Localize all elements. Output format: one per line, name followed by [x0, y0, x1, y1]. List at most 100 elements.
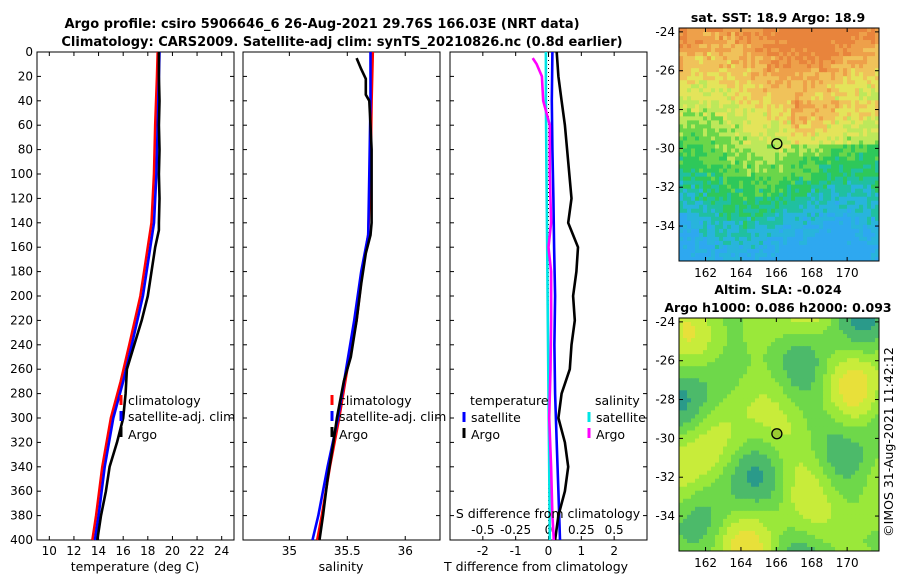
map-cell [811, 48, 815, 52]
map-cell [799, 382, 803, 386]
map-cell [711, 205, 715, 209]
map-cell [811, 342, 815, 346]
map-cell [843, 237, 847, 241]
map-cell [799, 108, 803, 112]
map-cell [831, 435, 835, 439]
map-cell [687, 181, 691, 185]
map-cell [851, 350, 855, 354]
map-cell [835, 181, 839, 185]
map-cell [739, 60, 743, 64]
map-cell [707, 241, 711, 245]
map-cell [871, 189, 875, 193]
map-cell [859, 157, 863, 161]
map-cell [811, 76, 815, 80]
map-cell [815, 76, 819, 80]
map-cell [819, 201, 823, 205]
map-cell [799, 346, 803, 350]
map-cell [743, 439, 747, 443]
map-cell [779, 414, 783, 418]
map-cell [803, 382, 807, 386]
map-cell [783, 443, 787, 447]
map-cell [719, 463, 723, 467]
map-cell [787, 455, 791, 459]
map-cell [775, 410, 779, 414]
map-cell [815, 165, 819, 169]
map-cell [787, 233, 791, 237]
map-cell [835, 213, 839, 217]
map-cell [687, 108, 691, 112]
map-cell [779, 60, 783, 64]
map-cell [683, 237, 687, 241]
map-cell [679, 205, 683, 209]
map-cell [719, 116, 723, 120]
map-cell [791, 225, 795, 229]
map-cell [739, 96, 743, 100]
map-cell [859, 366, 863, 370]
map-cell [855, 153, 859, 157]
map-cell [863, 225, 867, 229]
map-cell [871, 181, 875, 185]
map-cell [847, 374, 851, 378]
map-cell [791, 394, 795, 398]
map-cell [803, 80, 807, 84]
map-cell [759, 201, 763, 205]
map-cell [739, 173, 743, 177]
map-cell [747, 153, 751, 157]
map-cell [779, 443, 783, 447]
map-cell [739, 40, 743, 44]
map-cell [695, 370, 699, 374]
map-cell [859, 346, 863, 350]
map-cell [807, 64, 811, 68]
map-cell [711, 414, 715, 418]
map-cell [863, 362, 867, 366]
map-cell [679, 443, 683, 447]
map-cell [827, 128, 831, 132]
map-cell [699, 44, 703, 48]
map-cell [767, 189, 771, 193]
map-cell [835, 56, 839, 60]
map-cell [731, 68, 735, 72]
map-cell [847, 233, 851, 237]
map-cell [783, 439, 787, 443]
map-cell [767, 44, 771, 48]
map-cell [871, 40, 875, 44]
map-cell [867, 136, 871, 140]
map-cell [783, 406, 787, 410]
map-cell [871, 173, 875, 177]
map-cell [751, 88, 755, 92]
map-cell [731, 241, 735, 245]
map-cell [739, 342, 743, 346]
map-cell [795, 451, 799, 455]
map-cell [703, 370, 707, 374]
map-cell [823, 426, 827, 430]
map-cell [871, 185, 875, 189]
map-cell [819, 72, 823, 76]
map-cell [707, 197, 711, 201]
map-cell [819, 447, 823, 451]
map-cell [747, 72, 751, 76]
map-cell [803, 149, 807, 153]
map-cell [843, 120, 847, 124]
map-cell [811, 443, 815, 447]
map-cell [823, 374, 827, 378]
map-cell [847, 241, 851, 245]
map-cell [843, 217, 847, 221]
map-cell [739, 116, 743, 120]
map-cell [847, 378, 851, 382]
map-cell [775, 225, 779, 229]
map-cell [747, 225, 751, 229]
map-cell [771, 386, 775, 390]
map-cell [811, 406, 815, 410]
map-cell [823, 233, 827, 237]
map-cell [779, 76, 783, 80]
map-cell [707, 72, 711, 76]
map-cell [803, 394, 807, 398]
map-cell [731, 96, 735, 100]
map-cell [687, 459, 691, 463]
map-cell [791, 338, 795, 342]
map-cell [703, 410, 707, 414]
map-cell [687, 149, 691, 153]
map-cell [695, 80, 699, 84]
map-cell [683, 370, 687, 374]
map-cell [811, 330, 815, 334]
